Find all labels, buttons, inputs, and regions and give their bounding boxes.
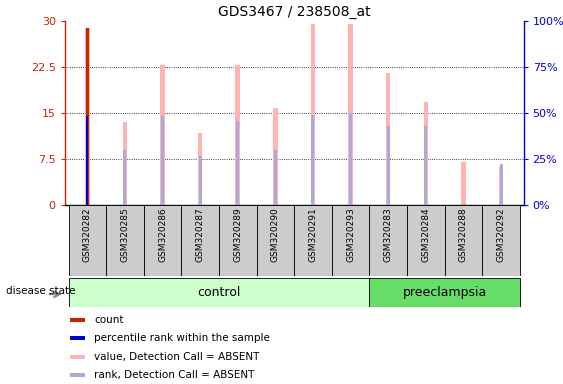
Bar bbox=[86, 28, 88, 205]
Bar bbox=[70, 318, 84, 322]
Text: value, Detection Call = ABSENT: value, Detection Call = ABSENT bbox=[95, 352, 260, 362]
Bar bbox=[425, 126, 427, 205]
Text: GSM320292: GSM320292 bbox=[497, 208, 506, 262]
Bar bbox=[235, 65, 240, 205]
Bar bbox=[311, 24, 315, 205]
Bar bbox=[482, 205, 520, 276]
Bar bbox=[219, 205, 257, 276]
Bar bbox=[445, 205, 482, 276]
Bar bbox=[499, 164, 503, 205]
Bar bbox=[407, 205, 445, 276]
Bar bbox=[236, 121, 239, 205]
Bar bbox=[86, 116, 89, 205]
Bar bbox=[348, 24, 353, 205]
Bar bbox=[70, 355, 84, 359]
Bar bbox=[499, 166, 503, 205]
Bar bbox=[257, 205, 294, 276]
Bar bbox=[311, 114, 315, 205]
Bar bbox=[85, 28, 90, 205]
Bar bbox=[198, 133, 203, 205]
Bar bbox=[69, 205, 106, 276]
Text: GSM320283: GSM320283 bbox=[384, 208, 393, 262]
Bar bbox=[386, 73, 391, 205]
Bar bbox=[161, 116, 164, 205]
Bar bbox=[423, 102, 428, 205]
Text: GSM320288: GSM320288 bbox=[459, 208, 468, 262]
Bar bbox=[199, 156, 202, 205]
Text: GSM320287: GSM320287 bbox=[195, 208, 204, 262]
Bar bbox=[86, 116, 88, 205]
Bar bbox=[70, 373, 84, 377]
Bar bbox=[387, 126, 390, 205]
Bar bbox=[349, 113, 352, 205]
Bar bbox=[160, 65, 165, 205]
Text: disease state: disease state bbox=[6, 286, 75, 296]
Text: GSM320293: GSM320293 bbox=[346, 208, 355, 262]
Title: GDS3467 / 238508_at: GDS3467 / 238508_at bbox=[218, 5, 370, 19]
Text: GSM320282: GSM320282 bbox=[83, 208, 92, 262]
Bar bbox=[70, 336, 84, 340]
Bar bbox=[369, 278, 520, 307]
Bar bbox=[123, 150, 127, 205]
Text: count: count bbox=[95, 315, 124, 325]
Text: percentile rank within the sample: percentile rank within the sample bbox=[95, 333, 270, 343]
Bar bbox=[144, 205, 181, 276]
Text: rank, Detection Call = ABSENT: rank, Detection Call = ABSENT bbox=[95, 370, 255, 380]
Text: preeclampsia: preeclampsia bbox=[403, 286, 487, 299]
Text: GSM320290: GSM320290 bbox=[271, 208, 280, 262]
Bar bbox=[69, 278, 369, 307]
Text: GSM320291: GSM320291 bbox=[309, 208, 318, 262]
Bar bbox=[332, 205, 369, 276]
Bar bbox=[369, 205, 407, 276]
Text: GSM320286: GSM320286 bbox=[158, 208, 167, 262]
Bar bbox=[106, 205, 144, 276]
Bar bbox=[181, 205, 219, 276]
Text: GSM320289: GSM320289 bbox=[233, 208, 242, 262]
Bar bbox=[273, 108, 278, 205]
Text: GSM320285: GSM320285 bbox=[120, 208, 129, 262]
Text: GSM320284: GSM320284 bbox=[421, 208, 430, 262]
Bar bbox=[274, 150, 277, 205]
Bar bbox=[123, 122, 127, 205]
Bar bbox=[294, 205, 332, 276]
Bar bbox=[461, 162, 466, 205]
Text: control: control bbox=[197, 286, 240, 299]
